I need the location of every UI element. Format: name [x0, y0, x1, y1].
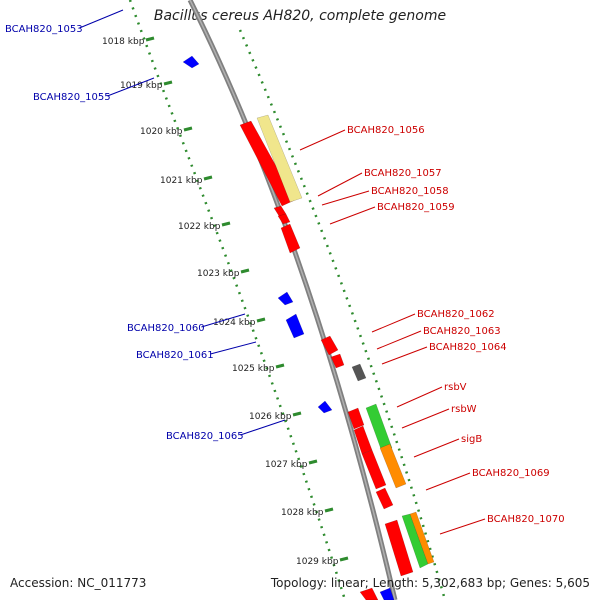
reverse-label-leader — [79, 9, 124, 29]
kbp-tick-label: 1028 kbp — [281, 508, 324, 518]
kbp-tick-mark — [221, 221, 231, 227]
kbp-tick-label: 1024 kbp — [213, 318, 256, 328]
reverse-label-leader — [240, 419, 286, 436]
kbp-tick-label: 1026 kbp — [249, 412, 292, 422]
gene-next-blue — [379, 587, 395, 600]
kbp-tick-label: 1027 kbp — [265, 460, 308, 470]
kbp-tick-mark — [240, 268, 250, 274]
forward-gene-label: BCAH820_1059 — [377, 202, 455, 213]
kbp-tick-mark — [163, 80, 173, 86]
kbp-tick-label: 1018 kbp — [102, 37, 145, 47]
genome-summary-text: Topology: linear; Length: 5,302,683 bp; … — [270, 576, 590, 590]
reverse-gene-label: BCAH820_1053 — [5, 24, 83, 35]
kbp-tick-mark — [145, 36, 155, 42]
forward-label-leader — [321, 190, 370, 206]
kbp-tick-label: 1029 kbp — [296, 557, 339, 567]
kbp-tick-mark — [275, 363, 285, 369]
kbp-tick-mark — [292, 411, 302, 417]
forward-label-leader — [401, 408, 450, 429]
kbp-tick-mark — [324, 507, 334, 513]
gene-bcah820-1063-shape — [330, 353, 345, 369]
forward-label-leader — [381, 346, 428, 365]
kbp-tick-label: 1021 kbp — [160, 176, 203, 186]
gene-bcah820-1065-shape — [317, 400, 333, 414]
kbp-tick-label: 1023 kbp — [197, 269, 240, 279]
forward-gene-label: BCAH820_1064 — [429, 342, 507, 353]
forward-gene-label: BCAH820_1063 — [423, 326, 501, 337]
gene-bcah820-1059-shape — [280, 223, 301, 254]
kbp-tick-mark — [183, 126, 193, 132]
reverse-gene-label: BCAH820_1065 — [166, 431, 244, 442]
reverse-gene-label: BCAH820_1061 — [136, 350, 214, 361]
gene-bcah820-sigb-shape — [361, 449, 387, 490]
forward-gene-label: sigB — [461, 434, 482, 445]
kbp-tick-mark — [256, 317, 266, 323]
forward-gene-label: BCAH820_1069 — [472, 468, 550, 479]
forward-label-leader — [371, 313, 416, 333]
gene-bcah820-1055-shape — [182, 55, 200, 69]
gene-bcah820-1060-shape — [277, 291, 294, 306]
forward-gene-label: BCAH820_1070 — [487, 514, 565, 525]
forward-label-leader — [329, 206, 376, 225]
gene-bcah820-1061-shape — [285, 313, 305, 339]
reverse-label-leader — [107, 77, 155, 97]
forward-gene-label: BCAH820_1058 — [371, 186, 449, 197]
gene-bcah820-rsbv-shape — [347, 407, 365, 430]
kbp-scale-track — [128, 0, 347, 600]
cog-green-bar — [365, 403, 393, 453]
pseudo-gray-block — [351, 363, 367, 382]
kbp-tick-mark — [308, 459, 318, 465]
cog-orange-bar-2 — [409, 511, 435, 565]
kbp-tick-mark — [203, 175, 213, 181]
map-title: Bacillus cereus AH820, complete genome — [153, 8, 447, 24]
kbp-tick-label: 1020 kbp — [140, 127, 183, 137]
cog-yellow-bar — [256, 114, 303, 203]
reverse-label-leader — [210, 341, 257, 355]
forward-label-leader — [396, 386, 443, 408]
forward-label-leader — [413, 438, 460, 458]
forward-label-leader — [425, 472, 471, 491]
forward-gene-label: BCAH820_1056 — [347, 125, 425, 136]
reverse-gene-label: BCAH820_1055 — [33, 92, 111, 103]
accession-text: Accession: NC_011773 — [10, 576, 147, 590]
kbp-tick-label: 1022 kbp — [178, 222, 221, 232]
gene-bcah820-1069-shape — [375, 487, 394, 510]
gene-bcah820-1070-shape — [384, 519, 414, 577]
cog-orange-bar — [379, 443, 407, 489]
kbp-tick-label: 1025 kbp — [232, 364, 275, 374]
forward-gene-label: rsbV — [444, 382, 467, 393]
gene-next-shape — [359, 587, 379, 600]
forward-label-leader — [317, 172, 363, 197]
forward-label-leader — [439, 518, 486, 535]
kbp-tick-mark — [339, 556, 349, 562]
forward-label-leader — [299, 129, 346, 151]
reverse-gene-label: BCAH820_1060 — [127, 323, 205, 334]
kbp-tick-label: 1019 kbp — [120, 81, 163, 91]
forward-gene-label: BCAH820_1062 — [417, 309, 495, 320]
forward-gene-label: BCAH820_1057 — [364, 168, 442, 179]
forward-gene-label: rsbW — [451, 404, 477, 415]
reverse-label-leader — [201, 313, 246, 328]
forward-label-leader — [376, 330, 422, 350]
gene-bcah820-1062-shape — [320, 335, 339, 356]
gene-bcah820-1058-shape — [277, 213, 291, 225]
